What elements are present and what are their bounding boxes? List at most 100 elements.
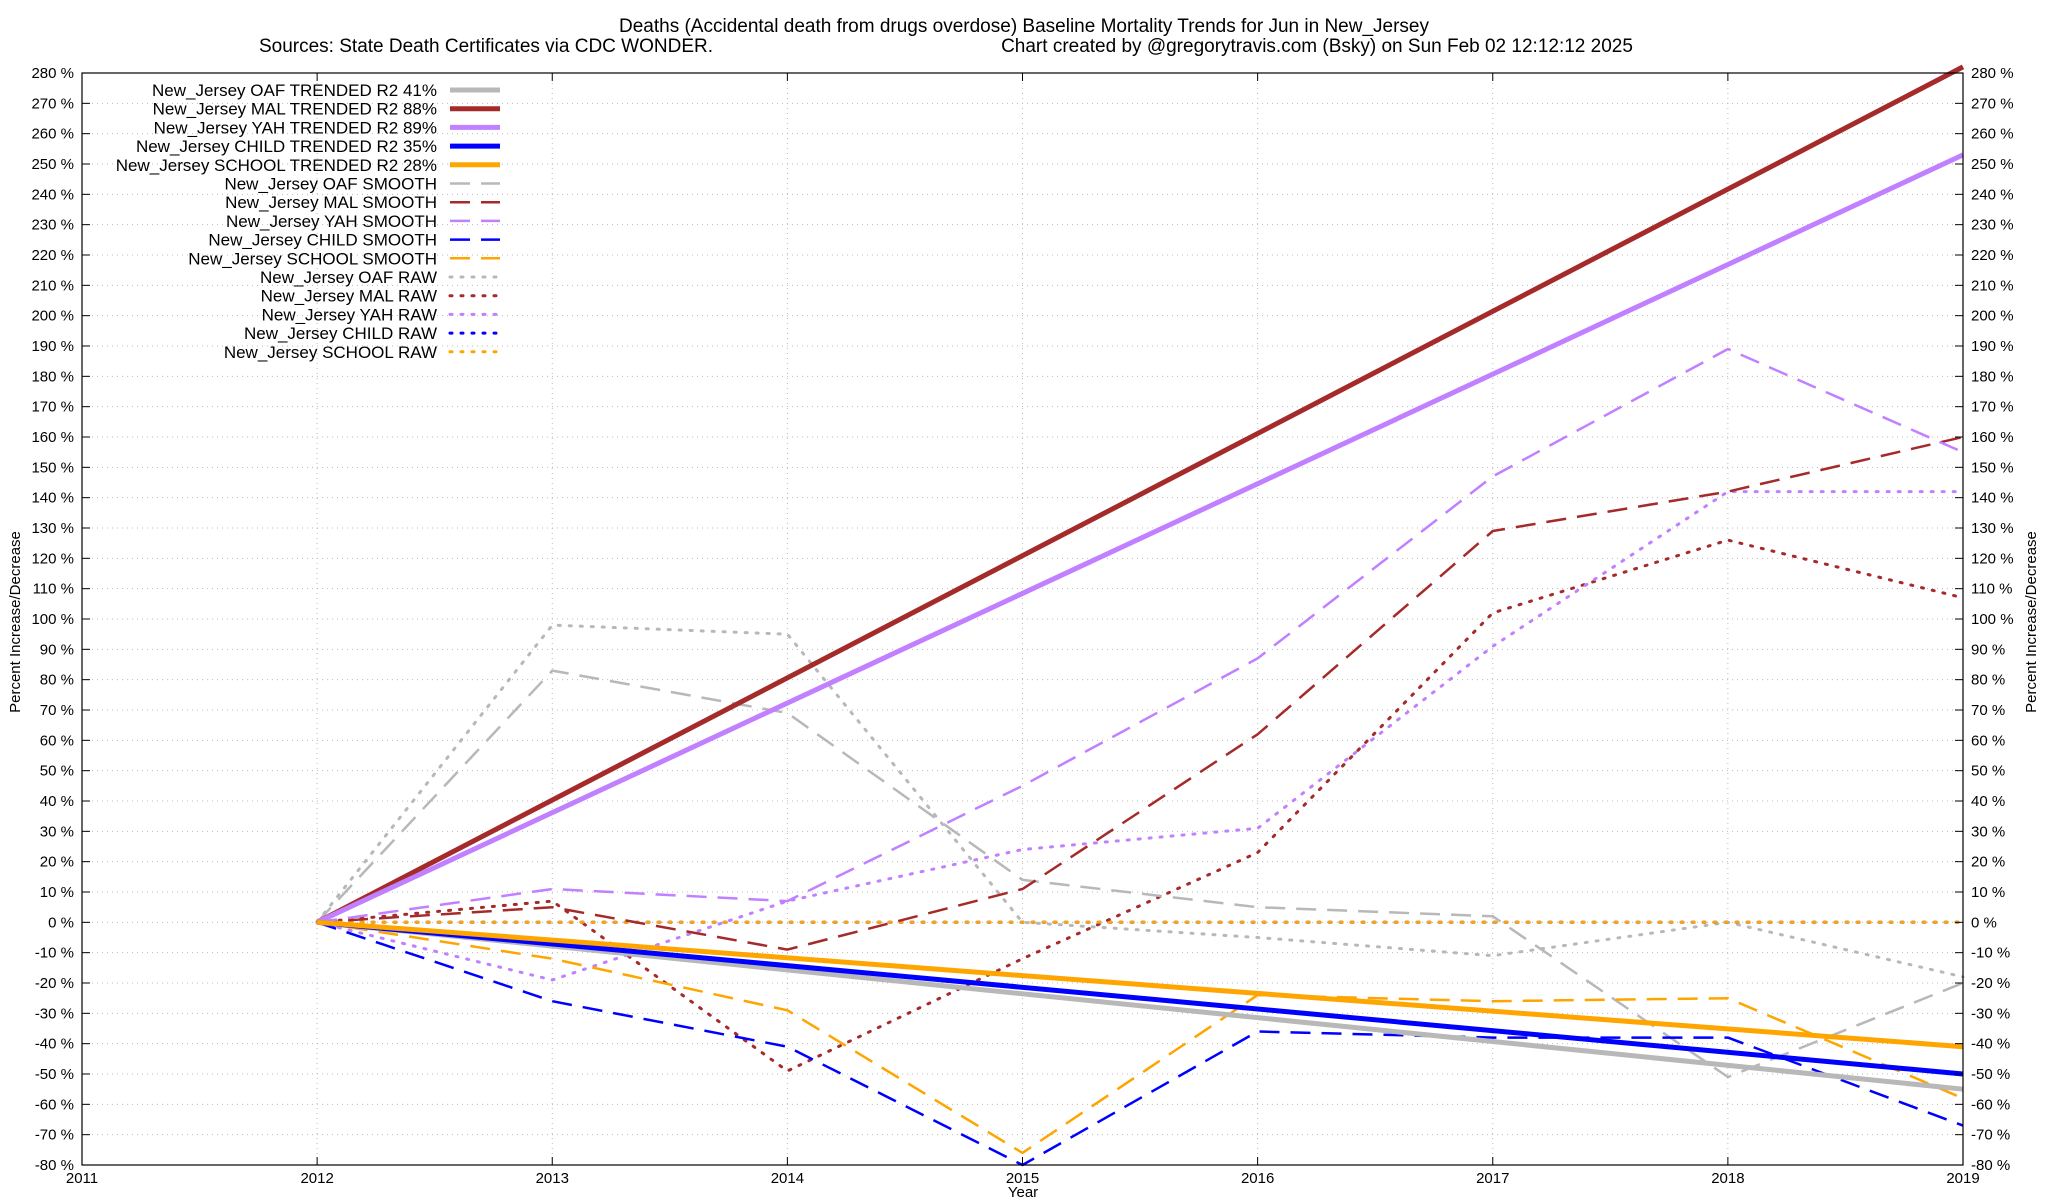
x-tick-label: 2013 bbox=[536, 1170, 569, 1187]
legend-label: New_Jersey YAH TRENDED R2 89% bbox=[154, 118, 437, 137]
y-tick-label-left: 240 % bbox=[31, 186, 74, 203]
y-axis-left: 280 % 270 % 260 % 250 % 240 % 230 % 220 % 210 %… bbox=[31, 65, 90, 1174]
y-tick-label-right: 270 % bbox=[1971, 95, 2014, 112]
y-tick-label-left: -80 % bbox=[35, 1157, 74, 1174]
y-axis-label-right: Percent Increase/Decrease bbox=[2023, 531, 2040, 713]
y-tick-label-right: 10 % bbox=[1971, 884, 2005, 901]
y-tick-label-right: 70 % bbox=[1971, 702, 2005, 719]
y-tick-label-right: 30 % bbox=[1971, 823, 2005, 840]
y-tick-label-left: 50 % bbox=[40, 763, 74, 780]
y-tick-label-left: 270 % bbox=[31, 95, 74, 112]
legend-label: New_Jersey CHILD TRENDED R2 35% bbox=[136, 137, 437, 156]
y-tick-label-left: -50 % bbox=[35, 1066, 74, 1083]
series-line-child-smooth bbox=[316, 921, 1964, 1167]
y-tick-label-left: 60 % bbox=[40, 732, 74, 749]
y-tick-label-left: 140 % bbox=[31, 490, 74, 507]
chart-title: Deaths (Accidental death from drugs over… bbox=[619, 16, 1429, 37]
y-tick-label-right: 40 % bbox=[1971, 793, 2005, 810]
y-tick-label-left: 230 % bbox=[31, 217, 74, 234]
legend-label: New_Jersey SCHOOL TRENDED R2 28% bbox=[116, 156, 437, 175]
legend: New_Jersey OAF TRENDED R2 41%New_Jersey … bbox=[116, 81, 502, 362]
x-axis: 2011 2012 2013 2014 2015 2016 2017 2018 2019 bbox=[66, 73, 1980, 1187]
y-tick-label-left: 160 % bbox=[31, 429, 74, 446]
y-tick-label-left: -40 % bbox=[35, 1036, 74, 1053]
legend-label: New_Jersey OAF SMOOTH bbox=[224, 175, 437, 194]
y-tick-label-right: 250 % bbox=[1971, 156, 2014, 173]
legend-label: New_Jersey OAF TRENDED R2 41% bbox=[152, 81, 437, 100]
y-tick-label-left: 250 % bbox=[31, 156, 74, 173]
y-tick-label-left: 170 % bbox=[31, 399, 74, 416]
y-tick-label-left: 0 % bbox=[48, 914, 74, 931]
legend-label: New_Jersey MAL TRENDED R2 88% bbox=[153, 100, 437, 119]
y-tick-label-left: 260 % bbox=[31, 126, 74, 143]
y-tick-label-left: 90 % bbox=[40, 641, 74, 658]
y-tick-label-left: 40 % bbox=[40, 793, 74, 810]
y-tick-label-right: 100 % bbox=[1971, 611, 2014, 628]
y-tick-label-left: -10 % bbox=[35, 945, 74, 962]
y-tick-label-left: 70 % bbox=[40, 702, 74, 719]
y-tick-label-left: 210 % bbox=[31, 277, 74, 294]
y-tick-label-right: -60 % bbox=[1971, 1096, 2010, 1113]
y-tick-label-right: 90 % bbox=[1971, 641, 2005, 658]
legend-label: New_Jersey SCHOOL RAW bbox=[224, 343, 437, 362]
series-line-yah-trended-r2-89 bbox=[316, 152, 1965, 925]
legend-label: New_Jersey CHILD RAW bbox=[244, 324, 437, 343]
y-tick-label-left: -20 % bbox=[35, 975, 74, 992]
y-tick-label-left: -70 % bbox=[35, 1127, 74, 1144]
series-line-mal-trended-r2-88 bbox=[315, 64, 1965, 925]
y-tick-label-left: 30 % bbox=[40, 823, 74, 840]
series-line-child-trended-r2-35 bbox=[316, 919, 1964, 1077]
chart-subtitle-sources: Sources: State Death Certificates via CD… bbox=[259, 36, 713, 57]
y-tick-label-right: 220 % bbox=[1971, 247, 2014, 264]
y-tick-label-right: -20 % bbox=[1971, 975, 2010, 992]
x-axis-label: Year bbox=[1008, 1184, 1038, 1200]
y-tick-label-right: -70 % bbox=[1971, 1127, 2010, 1144]
series-line-yah-raw bbox=[315, 490, 1965, 982]
y-tick-label-right: -80 % bbox=[1971, 1157, 2010, 1174]
y-axis-label-left: Percent Increase/Decrease bbox=[7, 531, 24, 713]
series-line-oaf-trended-r2-41 bbox=[316, 919, 1964, 1092]
y-tick-label-right: -10 % bbox=[1971, 945, 2010, 962]
legend-label: New_Jersey SCHOOL SMOOTH bbox=[188, 249, 437, 268]
x-tick-label: 2011 bbox=[66, 1170, 98, 1187]
legend-label: New_Jersey OAF RAW bbox=[260, 268, 437, 287]
y-tick-label-left: -60 % bbox=[35, 1096, 74, 1113]
series-line-mal-raw bbox=[315, 538, 1965, 1073]
x-tick-label: 2019 bbox=[1946, 1170, 1979, 1187]
series-line-oaf-raw bbox=[315, 623, 1965, 979]
y-tick-label-right: 110 % bbox=[1971, 581, 2012, 598]
y-tick-label-left: 100 % bbox=[31, 611, 74, 628]
x-tick-label: 2018 bbox=[1711, 1170, 1744, 1187]
series-line-oaf-smooth bbox=[316, 669, 1964, 1079]
y-tick-label-right: 60 % bbox=[1971, 732, 2005, 749]
x-tick-label: 2015 bbox=[1006, 1170, 1039, 1187]
y-tick-label-left: 110 % bbox=[33, 581, 74, 598]
legend-label: New_Jersey MAL RAW bbox=[261, 287, 437, 306]
chart-subtitle-credit: Chart created by @gregorytravis.com (Bsk… bbox=[1001, 36, 1633, 57]
y-tick-label-right: 200 % bbox=[1971, 308, 2014, 325]
y-tick-label-right: 80 % bbox=[1971, 672, 2005, 689]
y-tick-label-left: 20 % bbox=[40, 854, 74, 871]
legend-label: New_Jersey YAH RAW bbox=[262, 305, 437, 324]
y-tick-label-right: 0 % bbox=[1971, 914, 1997, 931]
series-line-school-smooth bbox=[316, 921, 1964, 1155]
y-tick-label-left: 220 % bbox=[31, 247, 74, 264]
y-tick-label-right: 230 % bbox=[1971, 217, 2014, 234]
y-tick-label-left: 10 % bbox=[40, 884, 74, 901]
y-tick-label-right: -30 % bbox=[1971, 1005, 2010, 1022]
y-tick-label-right: 50 % bbox=[1971, 763, 2005, 780]
x-tick-label: 2012 bbox=[300, 1170, 333, 1187]
y-tick-label-right: 260 % bbox=[1971, 126, 2014, 143]
series-layer bbox=[315, 64, 1965, 1167]
y-tick-label-left: 190 % bbox=[31, 338, 74, 355]
y-axis-right: 280 % 270 % 260 % 250 % 240 % 230 % 220 % 210 %… bbox=[1955, 65, 2014, 1174]
series-line-mal-smooth bbox=[317, 435, 1964, 951]
y-tick-label-right: -40 % bbox=[1971, 1036, 2010, 1053]
y-tick-label-right: 20 % bbox=[1971, 854, 2005, 871]
y-tick-label-right: 210 % bbox=[1971, 277, 2014, 294]
y-tick-label-right: 120 % bbox=[1971, 550, 2014, 567]
y-tick-label-right: 280 % bbox=[1971, 65, 2014, 82]
y-tick-label-left: -30 % bbox=[35, 1005, 74, 1022]
y-tick-label-left: 150 % bbox=[31, 459, 74, 476]
